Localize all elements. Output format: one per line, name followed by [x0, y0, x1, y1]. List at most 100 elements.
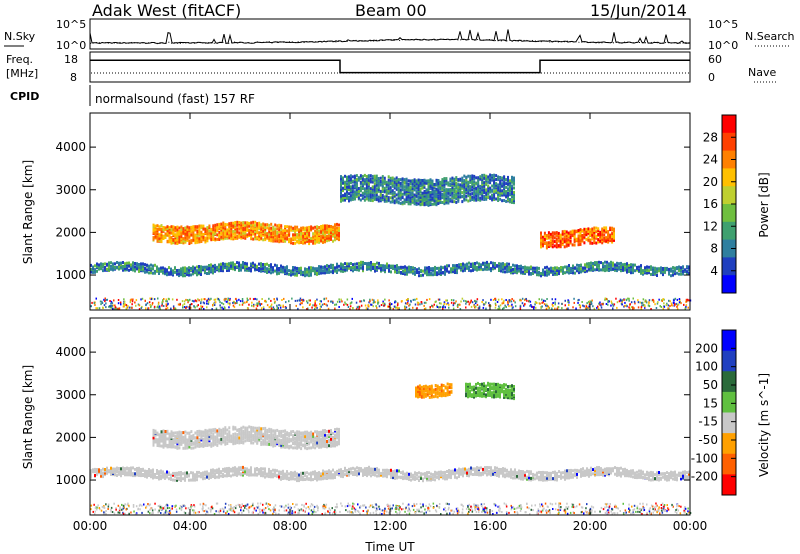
heatmap-cell: [503, 178, 506, 182]
heatmap-cell: [330, 270, 332, 274]
heatmap-cell: [391, 199, 394, 203]
noise-right-tick-top: 10^5: [708, 18, 738, 31]
heatmap-cell: [406, 471, 408, 475]
heatmap-cell: [170, 228, 173, 232]
heatmap-cell: [126, 471, 128, 475]
heatmap-cell: [114, 262, 116, 266]
heatmap-cell: [332, 263, 334, 267]
near-range-cell: [684, 307, 686, 310]
heatmap-cell: [672, 269, 674, 273]
heatmap-cell: [387, 187, 390, 191]
near-range-cell: [463, 299, 465, 302]
heatmap-cell: [438, 470, 440, 474]
near-range-cell: [319, 303, 321, 305]
near-range-cell: [369, 303, 372, 306]
heatmap-cell: [202, 268, 204, 272]
heatmap-cell: [495, 191, 498, 195]
near-range-cell: [216, 297, 219, 300]
near-range-cell: [507, 302, 509, 305]
heatmap-cell: [432, 473, 434, 477]
heatmap-cell: [302, 475, 304, 479]
heatmap-cell: [509, 200, 511, 204]
near-range-cell: [398, 307, 400, 309]
heatmap-cell: [286, 269, 288, 273]
heatmap-cell: [236, 227, 239, 231]
heatmap-cell: [290, 237, 293, 241]
heatmap-cell: [228, 236, 231, 240]
heatmap-cell: [484, 264, 486, 268]
heatmap-cell: [387, 196, 390, 200]
near-range-cell: [151, 297, 154, 300]
heatmap-cell: [605, 236, 608, 240]
near-range-cell: [561, 302, 563, 305]
near-range-cell: [397, 307, 399, 310]
heatmap-cell: [440, 470, 442, 474]
heatmap-cell: [396, 264, 398, 268]
heatmap-cell: [412, 269, 414, 273]
near-range-cell: [616, 301, 619, 304]
heatmap-cell: [142, 266, 144, 270]
near-range-cell: [325, 297, 328, 300]
near-range-cell: [627, 297, 629, 300]
heatmap-cell: [254, 220, 257, 224]
heatmap-cell: [102, 264, 104, 268]
near-range-cell: [256, 304, 259, 307]
heatmap-cell: [577, 234, 580, 238]
heatmap-cell: [178, 237, 181, 241]
heatmap-cell: [352, 263, 354, 267]
heatmap-cell: [190, 241, 193, 245]
heatmap-cell: [246, 266, 248, 270]
near-range-cell: [612, 304, 615, 307]
heatmap-cell: [579, 230, 582, 234]
heatmap-cell: [296, 233, 299, 237]
heatmap-cell: [393, 186, 396, 190]
near-range-cell: [135, 299, 138, 302]
heatmap-cell: [304, 240, 307, 244]
heatmap-cell: [389, 186, 392, 190]
heatmap-cell: [322, 231, 324, 235]
heatmap-cell: [276, 469, 278, 473]
near-range-cell: [376, 306, 378, 309]
heatmap-cell: [499, 197, 502, 201]
heatmap-cell: [407, 185, 410, 189]
heatmap-cell: [196, 231, 199, 235]
heatmap-cell: [640, 264, 642, 268]
heatmap-cell: [455, 197, 458, 201]
heatmap-cell: [296, 271, 298, 275]
near-range-cell: [646, 301, 648, 304]
near-range-cell: [344, 301, 346, 304]
heatmap-cell: [104, 471, 106, 475]
heatmap-cell: [489, 178, 492, 182]
heatmap-cell: [605, 230, 608, 234]
near-range-cell: [374, 301, 377, 304]
heatmap-cell: [334, 228, 336, 232]
heatmap-cell: [445, 177, 448, 181]
near-range-cell: [151, 303, 154, 306]
heatmap-cell: [356, 262, 358, 266]
heatmap-cell: [284, 268, 286, 272]
heatmap-cell: [136, 264, 138, 268]
heatmap-cell: [336, 226, 338, 230]
heatmap-cell: [652, 271, 654, 275]
heatmap-cell: [278, 233, 281, 237]
heatmap-cell: [409, 179, 412, 183]
heatmap-cell: [495, 178, 498, 181]
heatmap-cell: [242, 261, 244, 264]
near-range-cell: [343, 303, 345, 306]
heatmap-cell: [346, 185, 348, 189]
heatmap-cell: [310, 471, 312, 475]
heatmap-cell: [686, 265, 688, 269]
heatmap-cell: [116, 261, 118, 264]
heatmap-cell: [188, 268, 190, 272]
heatmap-cell: [104, 468, 106, 471]
heatmap-cell: [326, 264, 328, 268]
heatmap-cell: [441, 196, 444, 200]
heatmap-cell: [320, 225, 323, 228]
near-range-cell: [90, 305, 92, 308]
heatmap-cell: [366, 474, 368, 478]
heatmap-cell: [314, 237, 317, 241]
heatmap-cell: [156, 235, 159, 239]
heatmap-cell: [438, 266, 440, 270]
near-range-cell: [534, 303, 536, 306]
